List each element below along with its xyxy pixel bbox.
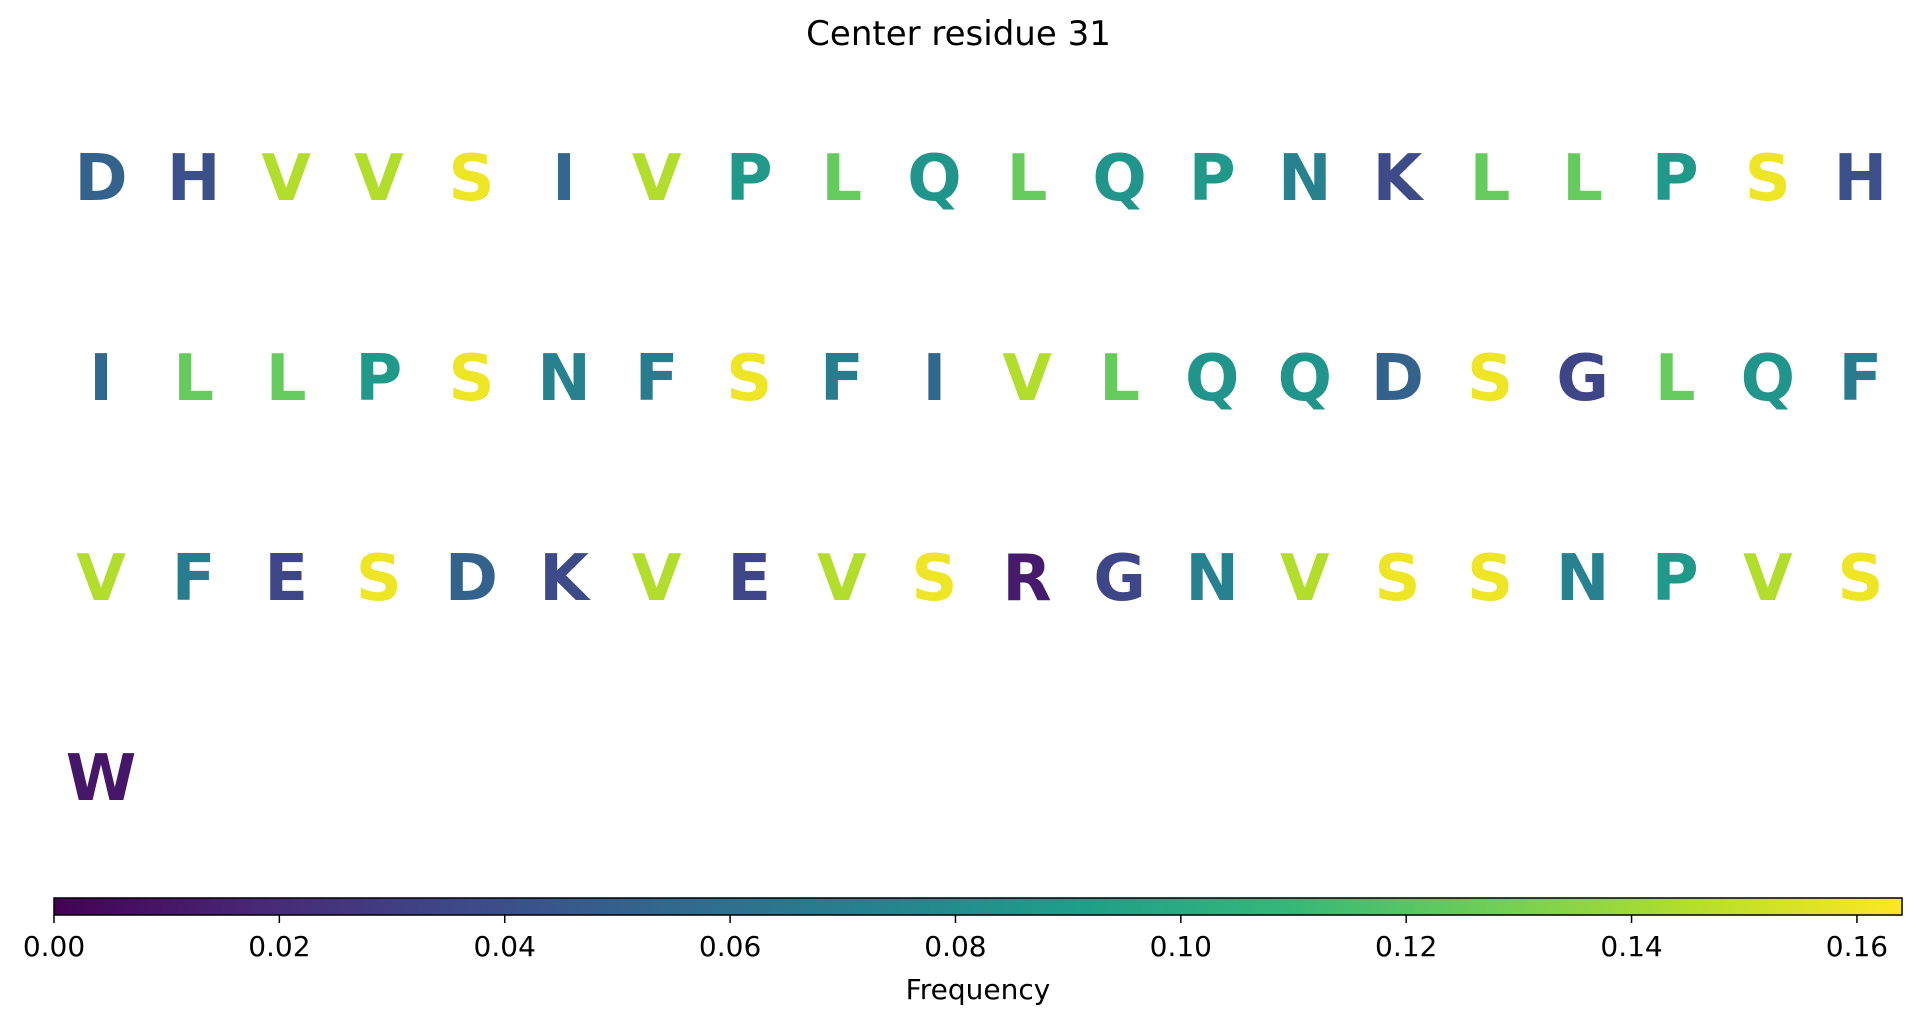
residue-letter: P — [1652, 142, 1699, 216]
colorbar-tick-label: 0.06 — [699, 930, 761, 963]
residue-letter: V — [261, 142, 311, 216]
residue-letter: N — [537, 342, 591, 416]
residue-letter: L — [1470, 142, 1511, 216]
residue-letter: D — [445, 542, 498, 616]
residue-letter: V — [632, 142, 682, 216]
residue-letter: V — [1002, 342, 1052, 416]
residue-sequence: D H V V S I V P L Q L Q P N K L L P S HI L L P S N F S F I V L Q Q D S G L Q F… — [66, 142, 1887, 816]
residue-letter: S — [1374, 542, 1420, 616]
colorbar-tick-label: 0.12 — [1375, 930, 1437, 963]
residue-letter: H — [167, 142, 221, 216]
residue-letter: S — [1467, 342, 1513, 416]
residue-letter: S — [448, 342, 494, 416]
colorbar-tick-label: 0.00 — [23, 930, 85, 963]
colorbar: 0.00 0.02 0.04 0.06 0.08 0.10 0.12 0.14 0.16 Fre… — [23, 897, 1903, 1006]
residue-letter: K — [1373, 142, 1425, 216]
residue-letter: L — [1007, 142, 1048, 216]
residue-letter: I — [89, 342, 113, 416]
residue-letter: N — [1185, 542, 1239, 616]
residue-letter: F — [1839, 342, 1883, 416]
residue-letter: S — [448, 142, 494, 216]
colorbar-gradient — [53, 897, 1903, 916]
residue-letter: I — [552, 142, 576, 216]
residue-letter: V — [76, 542, 126, 616]
colorbar-tick-label: 0.02 — [248, 930, 310, 963]
residue-letter: L — [1099, 342, 1140, 416]
residue-letter: W — [66, 742, 137, 816]
residue-letter: G — [1556, 342, 1609, 416]
residue-letter: L — [266, 342, 307, 416]
colorbar-label: Frequency — [906, 973, 1051, 1006]
residue-letter: D — [74, 142, 127, 216]
residue-letter: E — [727, 542, 771, 616]
residue-letter: S — [911, 542, 957, 616]
residue-letter: V — [354, 142, 404, 216]
residue-letter: E — [264, 542, 308, 616]
residue-letter: R — [1002, 542, 1051, 616]
residue-letter: Q — [1741, 342, 1795, 416]
chart-title: Center residue 31 — [806, 14, 1111, 54]
residue-letter: P — [1652, 542, 1699, 616]
residue-letter: N — [1278, 142, 1332, 216]
residue-letter: S — [1467, 542, 1513, 616]
residue-letter: Q — [1185, 342, 1239, 416]
residue-letter: H — [1834, 142, 1888, 216]
residue-letter: L — [173, 342, 214, 416]
residue-letter: N — [1556, 542, 1610, 616]
residue-letter: P — [726, 142, 773, 216]
residue-letter: D — [1371, 342, 1424, 416]
residue-letter: G — [1093, 542, 1146, 616]
residue-letter: V — [817, 542, 867, 616]
residue-letter: S — [1837, 542, 1883, 616]
residue-letter: F — [172, 542, 216, 616]
residue-letter: P — [355, 342, 402, 416]
colorbar-tick-label: 0.14 — [1600, 930, 1662, 963]
residue-letter: Q — [907, 142, 961, 216]
residue-letter: S — [1745, 142, 1791, 216]
colorbar-tick-label: 0.04 — [474, 930, 536, 963]
residue-letter: Q — [1278, 342, 1332, 416]
residue-letter: L — [1562, 142, 1603, 216]
residue-letter: K — [539, 542, 591, 616]
residue-letter: P — [1189, 142, 1236, 216]
residue-letter: Q — [1092, 142, 1146, 216]
residue-letter: V — [632, 542, 682, 616]
colorbar-tick-label: 0.16 — [1826, 930, 1888, 963]
residue-letter: V — [1743, 542, 1793, 616]
colorbar-tick-label: 0.10 — [1150, 930, 1212, 963]
colorbar-tick-label: 0.08 — [924, 930, 986, 963]
residue-letter: S — [356, 542, 402, 616]
residue-letter: L — [1655, 342, 1696, 416]
residue-letter: L — [821, 142, 862, 216]
residue-letter: F — [635, 342, 679, 416]
residue-letter: I — [922, 342, 946, 416]
residue-letter: S — [726, 342, 772, 416]
residue-letter: V — [1280, 542, 1330, 616]
residue-letter: F — [820, 342, 864, 416]
colorbar-ticks: 0.00 0.02 0.04 0.06 0.08 0.10 0.12 0.14 0.16 — [23, 915, 1888, 963]
